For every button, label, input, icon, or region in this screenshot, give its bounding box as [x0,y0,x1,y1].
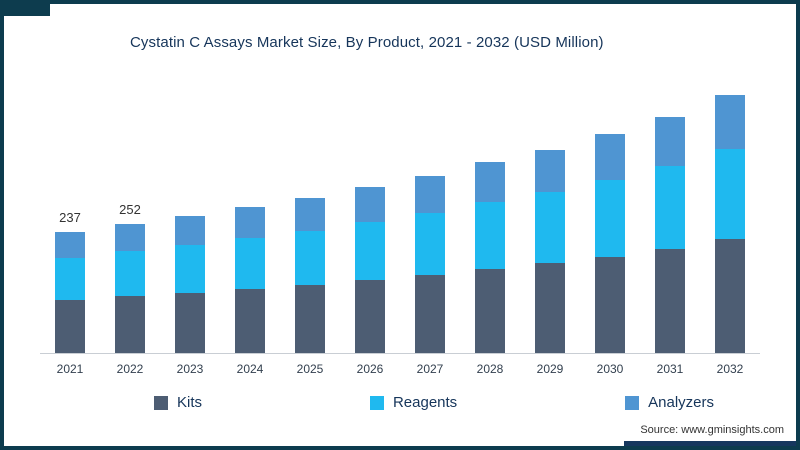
x-axis-label: 2030 [596,362,624,376]
bar-segment-analyzers [115,224,145,251]
legend-label: Kits [177,394,203,411]
x-axis-label: 2025 [296,362,324,376]
bar-segment-kits [175,293,205,353]
stacked-bar [355,187,385,353]
bar-column [160,73,220,353]
stacked-bar [535,150,565,353]
bar-column [460,73,520,353]
bar-column [280,73,340,353]
chart-title: Cystatin C Assays Market Size, By Produc… [130,34,604,51]
legend-label: Analyzers [648,394,714,411]
x-axis-label: 2027 [416,362,444,376]
bar-column [520,73,580,353]
bar-column: 237 [40,73,100,353]
bar-segment-kits [55,300,85,353]
source-note: Source: www.gminsights.com [640,424,784,436]
stacked-bar [295,198,325,353]
bottom-accent-bar [624,441,796,446]
bar-segment-kits [535,263,565,353]
bar-segment-reagents [655,166,685,249]
stacked-bar [175,216,205,353]
stacked-bar [595,134,625,353]
legend-item-analyzers: Analyzers [625,394,714,411]
bar-segment-kits [475,269,505,353]
legend-label: Reagents [392,394,458,411]
bar-column [340,73,400,353]
bar-column: 252 [100,73,160,353]
bar-column [640,73,700,353]
stacked-bar [115,224,145,353]
bar-column [400,73,460,353]
bar-segment-reagents [715,149,745,239]
bar-segment-reagents [535,192,565,263]
bar-segment-analyzers [655,117,685,166]
bar-segment-analyzers [55,232,85,258]
legend-swatch-icon [154,395,168,410]
x-axis-label: 2024 [236,362,264,376]
x-axis-label: 2028 [476,362,504,376]
bar-segment-reagents [235,238,265,289]
stacked-bar [235,207,265,353]
corner-accent-bar [4,4,50,16]
bar-segment-kits [295,285,325,353]
legend-swatch-icon [369,395,384,410]
x-axis-label: 2029 [536,362,564,376]
bar-segment-reagents [475,202,505,269]
bar-segment-kits [355,280,385,353]
bar-segment-analyzers [235,207,265,238]
bar-segment-kits [715,239,745,353]
legend: Kits Reagents Analyzers [154,394,714,411]
bar-segment-kits [415,275,445,353]
bar-segment-reagents [175,245,205,293]
bar-segment-analyzers [715,95,745,149]
bar-total-label: 252 [119,202,141,217]
bar-segment-reagents [595,180,625,257]
stacked-bar [55,232,85,353]
chart-plot-area: 237 252 2021 2022 2023 2024 2025 2026 2027 2028 2… [40,73,760,376]
x-axis-label: 2021 [56,362,84,376]
bar-segment-kits [655,249,685,353]
bar-segment-analyzers [475,162,505,202]
bar-total-label: 237 [59,210,81,225]
stacked-bar [475,162,505,353]
stacked-bar [415,176,445,353]
legend-item-kits: Kits [154,394,202,411]
bar-segment-reagents [55,258,85,300]
stacked-bar [655,117,685,353]
bar-column [700,73,760,353]
bar-segment-reagents [415,213,445,275]
legend-swatch-icon [625,395,640,410]
x-axis-label: 2032 [716,362,744,376]
bar-segment-analyzers [355,187,385,222]
x-axis: 2021 2022 2023 2024 2025 2026 2027 2028 2029 2030… [40,353,760,376]
bar-segment-analyzers [535,150,565,192]
bar-segment-reagents [355,222,385,280]
bar-segment-kits [595,257,625,353]
bar-segment-reagents [295,231,325,285]
bar-column [220,73,280,353]
bars-row: 237 252 [40,73,760,353]
bar-segment-analyzers [295,198,325,231]
x-axis-label: 2022 [116,362,144,376]
legend-item-reagents: Reagents [369,394,458,411]
bar-segment-analyzers [415,176,445,213]
bar-segment-kits [115,296,145,353]
x-axis-label: 2023 [176,362,204,376]
bar-segment-analyzers [595,134,625,180]
x-axis-label: 2031 [656,362,684,376]
x-axis-label: 2026 [356,362,384,376]
stacked-bar [715,95,745,353]
bar-column [580,73,640,353]
bar-segment-kits [235,289,265,353]
bar-segment-reagents [115,251,145,296]
bar-segment-analyzers [175,216,205,245]
